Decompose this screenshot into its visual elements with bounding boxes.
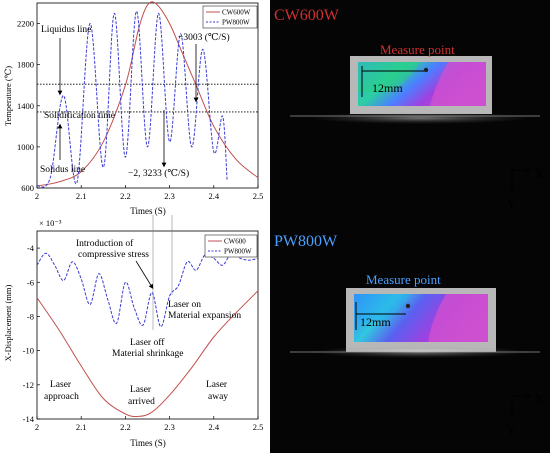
cw600w-thermal-image: CW600W Measure point 12mm X Y <box>270 0 550 226</box>
compressive-label-2: compressive stress <box>78 250 149 260</box>
top-ticks: 2 2.1 2.2 2.3 2.4 2.5 600 1000 1400 1800 2200 <box>17 19 263 201</box>
pw-measure-label: Measure point <box>366 272 441 287</box>
x-tick-label: 2.1 <box>76 191 87 201</box>
cw-title: CW600W <box>274 7 340 24</box>
bottom-x-axis-label: Times (S) <box>130 438 165 448</box>
pw-title: PW800W <box>274 233 338 250</box>
pw-axis-icon: X Y <box>506 392 544 438</box>
arrived-label-1: Laser <box>130 385 152 395</box>
pw800w-thermal-image: PW800W Measure point 12mm X Y <box>270 226 550 453</box>
y-tick-label: 1000 <box>17 142 34 152</box>
x-tick-label: 2.1 <box>76 422 87 432</box>
rate-down-label: −2, 3233 (℃/S) <box>128 168 189 179</box>
liquidus-label: Liquidus line <box>41 25 91 35</box>
approach-label-2: approach <box>44 392 79 402</box>
shrinkage-label-2: Material shrinkage <box>112 349 184 359</box>
y-tick-label: -4 <box>27 243 35 253</box>
x-tick-label: 2.2 <box>120 191 131 201</box>
x-tick-label: 2.3 <box>164 422 175 432</box>
x-tick-label: 2 <box>35 422 39 432</box>
x-tick-label: 2.5 <box>253 191 264 201</box>
shrinkage-label-1: Laser off <box>130 337 165 348</box>
top-legend-cw: CW600W <box>222 9 251 17</box>
expansion-label-1: Laser on <box>168 300 201 310</box>
bottom-ticks: 2 2.1 2.2 2.3 2.4 2.5 -14 -12 -10 -8 -6 -4 <box>23 243 264 432</box>
temperature-chart: 2 2.1 2.2 2.3 2.4 2.5 600 1000 1400 1800 2200 CW60… <box>3 1 263 216</box>
x-tick-label: 2.4 <box>208 191 219 201</box>
bottom-exponent-label: × 10⁻³ <box>39 218 62 228</box>
away-label-1: Laser <box>206 380 228 390</box>
y-tick-label: 1400 <box>17 101 34 111</box>
x-tick-label: 2.2 <box>120 422 131 432</box>
pw-axis-y: Y <box>506 423 516 438</box>
cw-dimension-label: 12mm <box>372 81 403 95</box>
top-series <box>36 1 259 188</box>
pw-series-line <box>36 10 228 188</box>
top-plot-frame <box>36 2 259 189</box>
top-reference-lines <box>37 83 258 113</box>
solidus-label: Solidus line <box>40 165 85 175</box>
cw-axis-y: Y <box>506 197 516 212</box>
solidification-label: Solidification time <box>44 110 115 121</box>
bottom-y-axis-label: X-Displacement (mm) <box>3 284 13 361</box>
compressive-arrow <box>135 260 154 290</box>
bottom-plot-frame <box>36 230 259 420</box>
cw-axis-icon: X Y <box>506 166 544 212</box>
approach-label-1: Laser <box>50 380 72 390</box>
away-label-2: away <box>208 392 228 402</box>
cw-series-line <box>36 290 259 418</box>
y-tick-label: 600 <box>21 183 34 193</box>
expansion-label-2: Material expansion <box>168 311 241 321</box>
cw-series-line <box>36 1 259 187</box>
top-legend-pw: PW800W <box>222 19 250 27</box>
pw-dimension-label: 12mm <box>360 315 391 329</box>
y-tick-label: 2200 <box>17 19 34 29</box>
bottom-series <box>36 252 259 418</box>
y-tick-label: -8 <box>27 311 34 321</box>
arrived-label-2: arrived <box>128 397 155 407</box>
x-tick-label: 2.5 <box>253 422 264 432</box>
cw-axis-x: X <box>534 167 544 182</box>
x-tick-label: 2.4 <box>208 422 219 432</box>
top-x-axis-label: Times (S) <box>130 206 165 216</box>
displacement-chart: × 10⁻³ 2 2.1 2.2 2.3 2.4 2.5 -14 -12 -10 -8 -6 -4 C… <box>3 215 264 448</box>
y-tick-label: -10 <box>23 346 34 356</box>
x-tick-label: 2 <box>35 191 39 201</box>
bottom-legend-pw: PW800W <box>224 248 252 256</box>
pw-series-line <box>36 252 259 328</box>
cw-measure-point <box>423 67 429 73</box>
pw-axis-x: X <box>534 393 544 408</box>
top-y-axis-label: Temperature (℃) <box>3 66 13 126</box>
pw-measure-point <box>405 303 411 309</box>
y-tick-label: 1800 <box>17 60 34 70</box>
bottom-legend-cw: CW600 <box>224 238 246 246</box>
y-tick-label: -12 <box>23 380 34 390</box>
cw-measure-label: Measure point <box>380 42 455 57</box>
bottom-guide-lines <box>152 215 173 330</box>
top-legend: CW600W PW800W <box>202 5 258 29</box>
y-tick-label: -14 <box>23 414 35 424</box>
rate-up-label: −3003 (℃/S) <box>178 32 230 43</box>
bottom-legend: CW600 PW800W <box>204 234 258 258</box>
x-tick-label: 2.3 <box>164 191 175 201</box>
compressive-label-1: Introduction of <box>76 238 134 249</box>
y-tick-label: -6 <box>27 277 34 287</box>
